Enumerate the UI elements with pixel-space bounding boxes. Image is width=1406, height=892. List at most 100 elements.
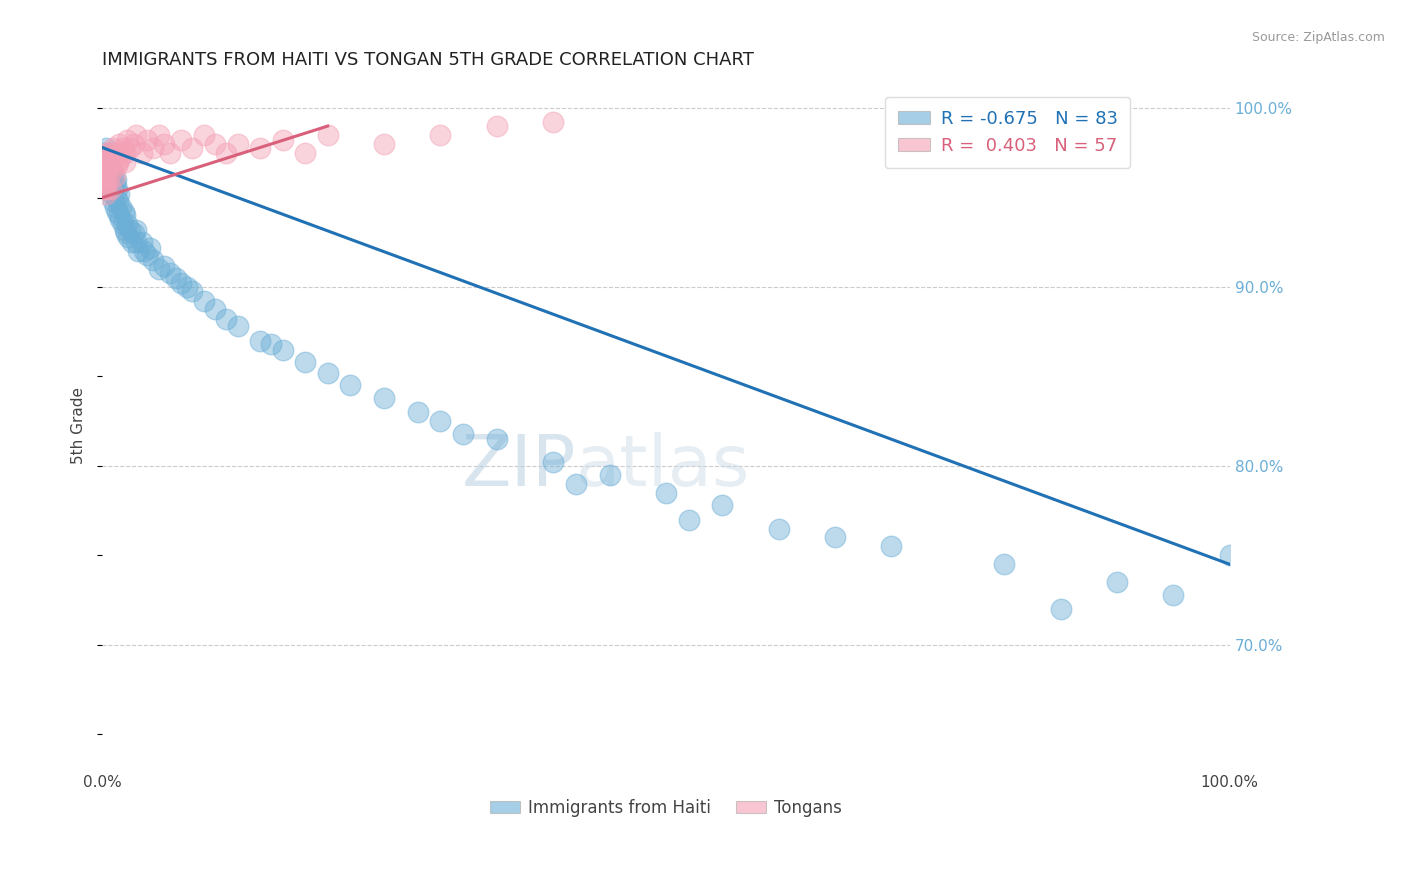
- Point: [98, 172, 121, 186]
- Text: ZIP: ZIP: [461, 433, 576, 501]
- Point: [96, 154, 118, 169]
- Point: [136, 248, 159, 262]
- Point: [100, 151, 122, 165]
- Point: [104, 176, 127, 190]
- Point: [249, 140, 271, 154]
- Point: [193, 128, 215, 142]
- Point: [97, 151, 120, 165]
- Legend: Immigrants from Haiti, Tongans: Immigrants from Haiti, Tongans: [484, 792, 849, 823]
- Point: [226, 319, 249, 334]
- Point: [1163, 588, 1185, 602]
- Point: [159, 266, 181, 280]
- Point: [148, 128, 170, 142]
- Point: [94, 151, 117, 165]
- Point: [96, 151, 118, 165]
- Point: [271, 343, 294, 357]
- Point: [565, 476, 588, 491]
- Y-axis label: 5th Grade: 5th Grade: [72, 387, 86, 464]
- Point: [655, 485, 678, 500]
- Point: [215, 312, 238, 326]
- Point: [96, 145, 118, 160]
- Point: [294, 145, 316, 160]
- Point: [108, 145, 131, 160]
- Point: [107, 194, 129, 209]
- Point: [93, 169, 115, 183]
- Point: [131, 145, 153, 160]
- Point: [153, 259, 176, 273]
- Point: [93, 182, 115, 196]
- Point: [111, 140, 134, 154]
- Point: [101, 187, 124, 202]
- Point: [98, 169, 121, 183]
- Point: [94, 176, 117, 190]
- Point: [105, 158, 128, 172]
- Point: [138, 241, 160, 255]
- Point: [880, 540, 903, 554]
- Point: [170, 277, 193, 291]
- Point: [97, 158, 120, 172]
- Point: [599, 467, 621, 482]
- Point: [159, 145, 181, 160]
- Point: [541, 455, 564, 469]
- Point: [105, 182, 128, 196]
- Point: [101, 163, 124, 178]
- Point: [110, 151, 132, 165]
- Point: [111, 218, 134, 232]
- Text: atlas: atlas: [576, 433, 751, 501]
- Point: [117, 230, 139, 244]
- Point: [96, 176, 118, 190]
- Point: [108, 209, 131, 223]
- Point: [271, 133, 294, 147]
- Point: [120, 140, 142, 154]
- Point: [429, 414, 451, 428]
- Point: [103, 182, 125, 196]
- Point: [768, 522, 790, 536]
- Point: [142, 253, 165, 268]
- Point: [127, 244, 149, 259]
- Point: [94, 163, 117, 178]
- Point: [485, 119, 508, 133]
- Point: [541, 115, 564, 129]
- Point: [170, 133, 193, 147]
- Point: [260, 337, 283, 351]
- Point: [373, 136, 395, 151]
- Point: [1049, 602, 1071, 616]
- Point: [153, 136, 176, 151]
- Point: [176, 280, 198, 294]
- Point: [101, 172, 124, 186]
- Point: [105, 205, 128, 219]
- Point: [316, 366, 339, 380]
- Point: [110, 200, 132, 214]
- Point: [204, 301, 226, 316]
- Point: [181, 284, 204, 298]
- Point: [122, 227, 145, 241]
- Point: [115, 227, 138, 241]
- Point: [110, 212, 132, 227]
- Point: [97, 172, 120, 186]
- Point: [100, 163, 122, 178]
- Point: [429, 128, 451, 142]
- Point: [91, 172, 114, 186]
- Point: [165, 271, 187, 285]
- Point: [115, 133, 138, 147]
- Point: [373, 391, 395, 405]
- Point: [103, 194, 125, 209]
- Point: [122, 136, 145, 151]
- Point: [93, 145, 115, 160]
- Point: [339, 378, 361, 392]
- Point: [115, 218, 138, 232]
- Point: [485, 432, 508, 446]
- Point: [107, 154, 129, 169]
- Point: [96, 182, 118, 196]
- Point: [121, 235, 143, 250]
- Point: [125, 223, 148, 237]
- Point: [104, 145, 127, 160]
- Point: [100, 158, 122, 172]
- Point: [142, 140, 165, 154]
- Point: [104, 200, 127, 214]
- Point: [204, 136, 226, 151]
- Point: [97, 154, 120, 169]
- Point: [104, 172, 127, 186]
- Point: [98, 145, 121, 160]
- Point: [112, 205, 135, 219]
